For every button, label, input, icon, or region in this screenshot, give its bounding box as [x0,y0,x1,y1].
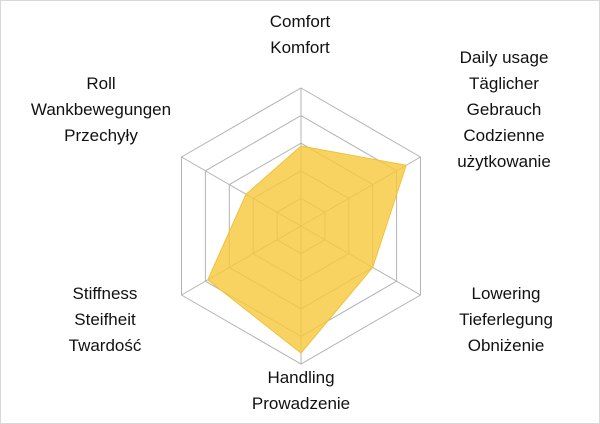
axis-label-comfort: Comfort Komfort [269,12,331,57]
data-polygon [207,145,407,354]
axis-label-roll: Roll Wankbewegungen Przechyły [30,74,172,145]
axis-label-handling: Handling Prowadzenie [251,368,351,413]
axis-label-daily-usage: Daily usage Täglicher Gebrauch Codzienne… [457,48,551,171]
axis-label-lowering: Lowering Tieferlegung Obniżenie [459,284,553,355]
axis-label-stiffness: Stiffness Steifheit Twardość [68,284,142,355]
